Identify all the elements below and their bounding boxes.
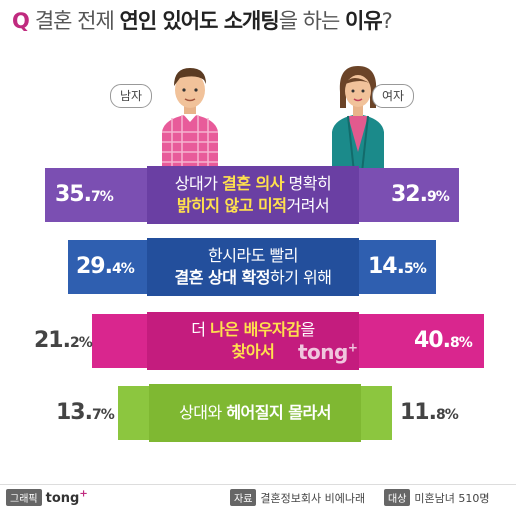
reason-2-male-value: 29.4% [76,254,135,279]
footer-source: 자료 결혼정보회사 비에나래 [230,489,365,506]
page-title: Q 결혼 전제 연인 있어도 소개팅을 하는 이유? [12,6,508,36]
source-tag: 자료 [230,489,257,506]
reason-1-female-value: 32.9% [391,182,450,207]
reason-row-3-center [147,312,359,370]
title-part-2: 연인 있어도 소개팅 [119,9,280,33]
reason-row-4: 상대와 헤어질지 몰라서 [118,384,392,442]
female-figure-icon [332,66,384,172]
target-tag: 대상 [384,489,411,506]
footer-graphic: 그래픽 tong+ [6,489,88,507]
reason-row-2-center [147,238,359,296]
reason-3-male-value: 21.2% [34,328,93,353]
reason-4-female-value: 11.8% [400,400,459,425]
reason-1-label: 상대가 결혼 의사 명확히 밝히지 않고 미적거려서 [174,174,332,215]
reason-1-male-value: 35.7% [55,182,114,207]
footer-target: 대상 미혼남녀 510명 [384,489,490,506]
reason-row-4-center [149,384,361,442]
reason-3-female-value: 40.8% [414,328,473,353]
title-part-1: 결혼 전제 [34,9,120,33]
graphic-tag: 그래픽 [6,489,42,507]
reason-row-1: 35.7% 32.9% 상대가 결혼 의사 명확히 밝히지 않고 미적거려서 [45,166,459,224]
female-label: 여자 [372,84,414,108]
male-label: 남자 [110,84,152,108]
title-part-4: 이유 [345,9,383,33]
reason-4-label: 상대와 헤어질지 몰라서 [179,403,331,422]
title-part-5: ? [381,9,393,33]
reason-2-label: 한시라도 빨리 결혼 상대 확정하기 위해 [174,246,332,287]
reason-3-label: 더 나은 배우자감을 찾아서 [191,320,315,361]
reason-4-male-value: 13.7% [56,400,115,425]
footer: 그래픽 tong+ 자료 결혼정보회사 비에나래 대상 미혼남녀 510명 [0,484,516,509]
brand-logo: tong+ [45,489,88,507]
tong-watermark: tong+ [298,340,358,364]
question-mark-icon: Q [12,9,30,33]
male-figure-icon [162,68,218,172]
reason-row-3: 40.8% 더 나은 배우자감을 찾아서 [92,312,484,370]
title-part-3: 을 하는 [278,9,345,33]
reason-2-female-value: 14.5% [368,254,427,279]
reason-row-1-center [147,166,359,224]
reason-row-2: 29.4% 14.5% 한시라도 빨리 결혼 상대 확정하기 위해 [68,238,436,296]
